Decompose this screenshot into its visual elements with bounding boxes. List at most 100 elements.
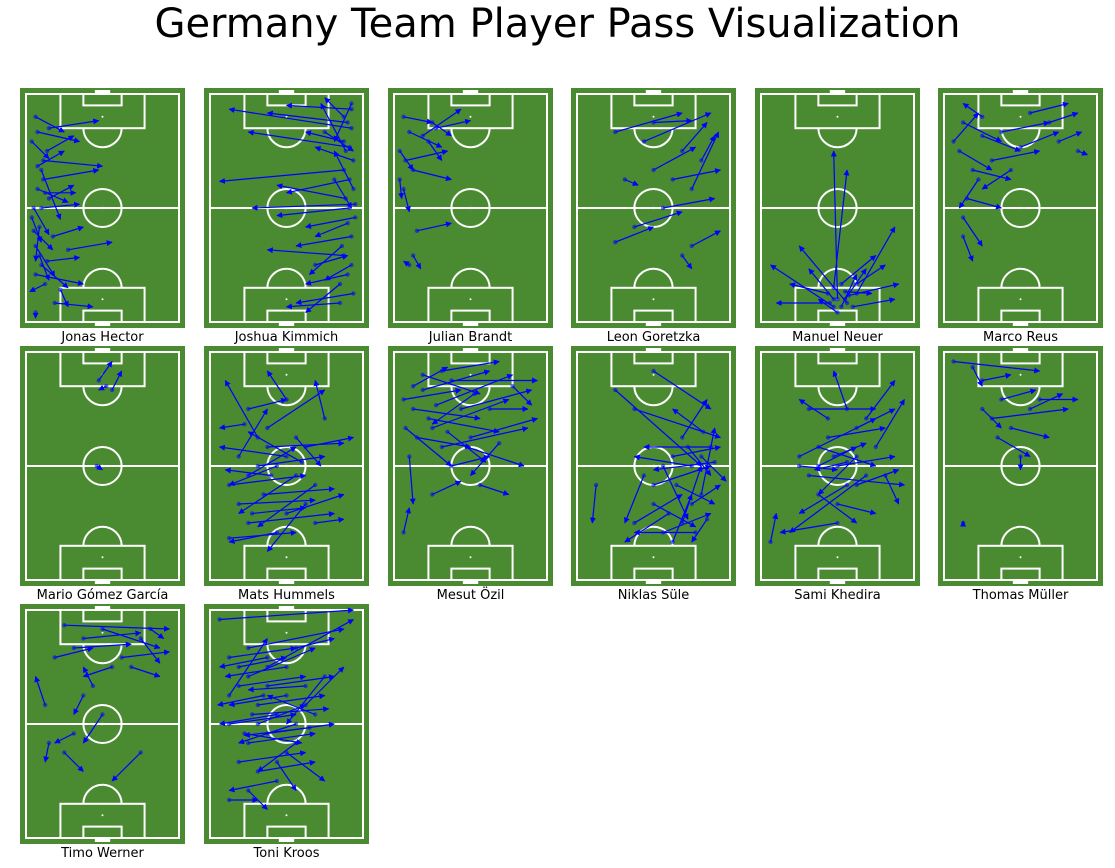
pass-origin-marker bbox=[960, 234, 966, 239]
pass-origin-marker bbox=[246, 520, 251, 526]
pitch-markings bbox=[25, 90, 180, 326]
pass-origin-marker bbox=[109, 664, 115, 670]
pass-arrow bbox=[431, 393, 475, 425]
pass-origin-marker bbox=[999, 129, 1004, 135]
pass-origin-marker bbox=[303, 702, 308, 708]
pass-origin-marker bbox=[246, 788, 251, 793]
player-name-label: Manuel Neuer bbox=[792, 330, 883, 345]
bottom-penalty-arc bbox=[450, 267, 491, 288]
player-name-label: Mario Gómez García bbox=[36, 588, 169, 603]
top-penalty-spot bbox=[652, 373, 655, 376]
pass-origin-marker bbox=[613, 240, 618, 245]
pass-arrow bbox=[266, 694, 316, 716]
pass-arrow bbox=[324, 264, 352, 281]
pass-origin-marker bbox=[403, 158, 408, 163]
pass-arrow bbox=[29, 283, 46, 293]
pass-origin-marker bbox=[138, 750, 143, 755]
center-spot bbox=[101, 722, 104, 726]
pass-origin-marker bbox=[128, 664, 134, 670]
pass-origin-marker bbox=[401, 530, 406, 535]
pass-origin-marker bbox=[226, 536, 232, 541]
pass-arrow bbox=[624, 178, 639, 186]
pass-origin-marker bbox=[71, 731, 77, 736]
pass-origin-marker bbox=[349, 101, 354, 106]
bottom-penalty-spot bbox=[285, 814, 288, 817]
bottom-goal bbox=[94, 322, 111, 326]
pass-arrow bbox=[817, 456, 858, 495]
pass-origin-marker bbox=[322, 416, 327, 421]
pass-origin-marker bbox=[351, 186, 356, 192]
top-goal bbox=[645, 90, 662, 94]
pass-arrow bbox=[447, 431, 487, 463]
pass-arrow bbox=[305, 283, 341, 313]
bottom-goal bbox=[278, 322, 295, 326]
center-spot bbox=[836, 206, 839, 210]
pass-arrow bbox=[884, 475, 900, 505]
pass-origin-marker bbox=[293, 721, 299, 727]
pass-arrow bbox=[432, 398, 510, 429]
pass-arrow bbox=[111, 752, 142, 782]
pass-origin-marker bbox=[407, 454, 412, 459]
pass-arrow bbox=[687, 446, 712, 476]
pass-arrow bbox=[228, 465, 278, 486]
pass-arrow bbox=[789, 475, 867, 533]
pass-origin-marker bbox=[670, 539, 675, 545]
pass-arrow bbox=[286, 752, 326, 782]
pass-arrow bbox=[769, 512, 779, 543]
player-name-label: Sami Khedira bbox=[794, 588, 881, 603]
pass-origin-marker bbox=[148, 626, 153, 632]
pass-arrow bbox=[54, 302, 94, 310]
pass-arrows bbox=[29, 114, 113, 319]
pass-origin-marker bbox=[41, 177, 46, 182]
pass-arrow bbox=[416, 221, 452, 232]
pass-arrow bbox=[837, 503, 877, 516]
pass-arrow bbox=[266, 503, 307, 552]
pass-arrow bbox=[966, 197, 1002, 210]
pass-arrow bbox=[48, 118, 100, 129]
pass-arrow bbox=[953, 360, 1041, 374]
pass-origin-marker bbox=[679, 435, 685, 440]
pass-origin-marker bbox=[835, 297, 840, 302]
pass-origin-marker bbox=[332, 177, 337, 182]
pass-origin-marker bbox=[670, 454, 675, 459]
pass-arrow bbox=[856, 408, 896, 429]
pass-origin-marker bbox=[39, 205, 44, 211]
pass-arrow bbox=[624, 475, 645, 524]
pass-origin-marker bbox=[976, 177, 981, 182]
pass-origin-marker bbox=[458, 406, 464, 412]
top-penalty-spot bbox=[285, 631, 288, 634]
pass-origin-marker bbox=[104, 384, 109, 389]
pass-arrow bbox=[833, 442, 867, 458]
pass-origin-marker bbox=[274, 463, 280, 469]
pass-origin-marker bbox=[708, 444, 714, 450]
pass-origin-marker bbox=[825, 416, 831, 421]
player-panel: Sami Khedira bbox=[755, 346, 920, 604]
pass-arrow bbox=[276, 761, 297, 791]
pass-arrow bbox=[248, 397, 288, 410]
pass-origin-marker bbox=[854, 281, 859, 287]
pass-origin-marker bbox=[960, 120, 966, 125]
pass-origin-marker bbox=[353, 202, 358, 207]
pass-arrow bbox=[1020, 131, 1060, 148]
pass-origin-marker bbox=[349, 126, 354, 131]
bottom-penalty-spot bbox=[101, 556, 104, 559]
pass-origin-marker bbox=[980, 406, 985, 412]
pass-arrows bbox=[218, 370, 355, 552]
bottom-penalty-arc bbox=[1000, 267, 1041, 288]
pass-arrow bbox=[98, 361, 113, 381]
pass-origin-marker bbox=[65, 247, 71, 252]
pass-origin-marker bbox=[246, 645, 251, 651]
pass-origin-marker bbox=[854, 454, 859, 459]
pass-origin-marker bbox=[265, 425, 270, 431]
player-name-label: Mats Hummels bbox=[238, 588, 335, 603]
top-penalty-spot bbox=[285, 115, 288, 118]
top-penalty-spot bbox=[285, 373, 288, 376]
pitch-svg bbox=[388, 88, 553, 328]
pass-arrow bbox=[512, 385, 533, 406]
player-panel: Leon Goretzka bbox=[571, 88, 736, 346]
player-name-label: Toni Kroos bbox=[253, 846, 320, 861]
pass-arrow bbox=[402, 188, 411, 213]
pass-arrow bbox=[252, 505, 307, 515]
pass-arrow bbox=[403, 116, 433, 125]
player-name-label: Thomas Müller bbox=[972, 588, 1069, 603]
